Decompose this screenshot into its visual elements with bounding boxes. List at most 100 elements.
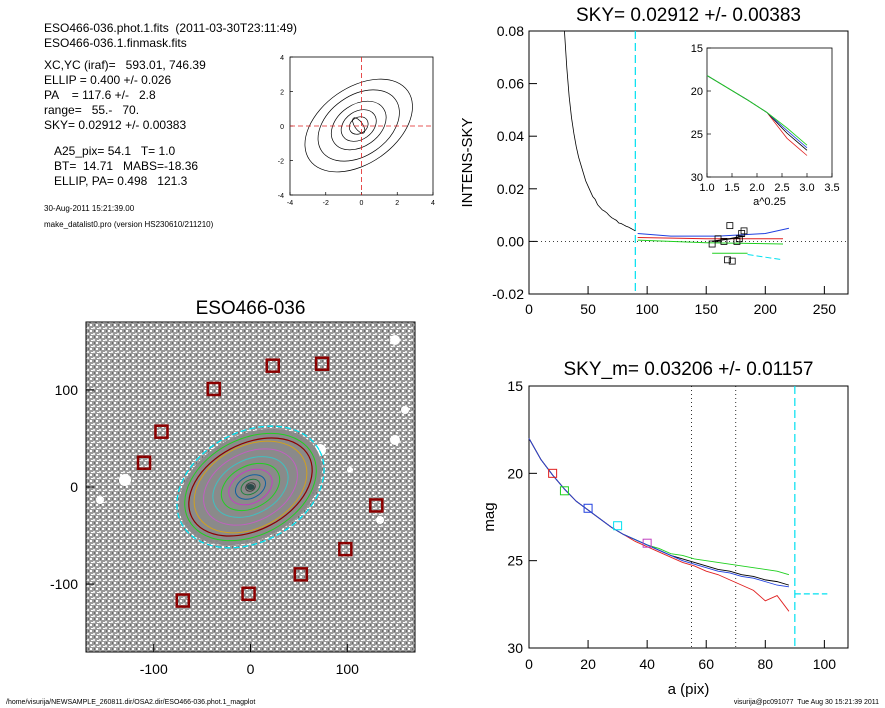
- sky-xtick-label: 150: [695, 301, 719, 317]
- mag-xtick-label: 100: [813, 656, 837, 672]
- contour-line: [304, 78, 413, 173]
- isophote-ellipse: [234, 474, 267, 500]
- inset-xtick-label: 2.0: [749, 182, 764, 194]
- fit-range: range= 55.- 70.: [44, 103, 140, 117]
- sky-ytick-label: 0.08: [497, 23, 524, 39]
- star-blob: [390, 335, 400, 345]
- mask-filename: ESO466-036.1.finmask.fits: [44, 36, 187, 50]
- sky-ylabel: INTENS-SKY: [459, 117, 476, 207]
- sky-marker: [708, 240, 716, 248]
- sky-title: SKY= 0.02912 +/- 0.00383: [576, 5, 801, 26]
- contour-line: [330, 100, 387, 151]
- program-version: make_datalist0.pro (version HS230610/211…: [44, 220, 214, 229]
- contour-ytick-label: 0: [280, 124, 284, 131]
- fits-filename: ESO466-036.phot.1.fits (2011-03-30T23:11…: [44, 21, 298, 35]
- contour-line: [348, 116, 369, 135]
- masked-star: [265, 358, 281, 373]
- contour-line: [317, 89, 400, 162]
- isophote-ellipse: [203, 448, 298, 526]
- contour-ytick-label: -4: [278, 193, 284, 200]
- contour-xtick-label: 4: [431, 200, 435, 207]
- contour-xtick-label: -4: [287, 200, 293, 207]
- image-ytick-label: -100: [50, 576, 78, 592]
- star-blob: [119, 474, 131, 486]
- image-xtick-label: 0: [247, 661, 255, 677]
- contour-line: [352, 117, 366, 134]
- mag-ylabel: mag: [481, 502, 498, 531]
- mag-ytick-label: 25: [507, 553, 523, 569]
- a25-ellipse: [188, 437, 313, 537]
- sky-ytick-label: 0.04: [497, 128, 524, 144]
- mag-marker: [642, 538, 652, 548]
- galaxy-core: [246, 484, 255, 490]
- mag-xtick-label: 0: [525, 656, 533, 672]
- contour-ytick-label: 2: [280, 90, 284, 97]
- masked-star: [154, 424, 169, 439]
- masked-star: [338, 541, 353, 557]
- image-ytick-label: 100: [55, 382, 79, 398]
- sky-green-line: [637, 239, 784, 245]
- inset-ytick-label: 15: [691, 43, 703, 55]
- sky-frame: [528, 30, 849, 295]
- inset-green-line: [706, 75, 808, 146]
- sky-marker: [740, 227, 748, 235]
- mag-series-red: [528, 438, 790, 612]
- image-ytick-label: 0: [70, 479, 78, 495]
- masked-star: [369, 498, 384, 513]
- sky-xtick-label: 50: [580, 301, 596, 317]
- mag-series-blue: [528, 438, 789, 588]
- run-date: 30-Aug-2011 15:21:39.00: [44, 204, 135, 213]
- sky-ytick-label: 0.06: [497, 76, 524, 92]
- sky-marker: [728, 257, 736, 265]
- mag-marker: [559, 486, 569, 496]
- center-coords: XC,YC (iraf)= 593.01, 746.39: [44, 58, 206, 72]
- inset-xtick-label: 1.0: [699, 182, 714, 194]
- sky-ytick-label: 0.00: [497, 233, 524, 249]
- star-blob: [347, 467, 353, 473]
- inset-ytick-label: 20: [691, 86, 703, 98]
- inset-xtick-label: 3.5: [824, 182, 839, 194]
- sky-marker: [724, 256, 731, 264]
- isophote-ellipse: [245, 482, 256, 492]
- sky-ytick-label: 0.02: [497, 181, 524, 197]
- mag-xtick-label: 20: [580, 656, 596, 672]
- image-xtick-label: 100: [336, 661, 360, 677]
- isophote-ellipse: [228, 468, 273, 506]
- mag-marker: [583, 503, 593, 513]
- masked-star: [241, 586, 256, 602]
- mag-series-green: [528, 438, 790, 576]
- contour-line: [340, 109, 377, 142]
- masked-star: [293, 567, 309, 582]
- contour-xtick-label: -2: [323, 200, 329, 207]
- star-blob: [376, 516, 384, 524]
- mag-ytick-label: 20: [507, 465, 523, 481]
- mag-frame: [528, 385, 849, 649]
- mag-xtick-label: 80: [758, 656, 774, 672]
- mag-marker: [613, 521, 623, 531]
- mag-ytick-label: 15: [507, 378, 523, 394]
- star-blob: [390, 435, 400, 445]
- inset-xtick-label: 3.0: [799, 182, 814, 194]
- sky-xtick-label: 200: [754, 301, 778, 317]
- footer-path: /home/visurija/NEWSAMPLE_260811.dir/OSA2…: [6, 699, 256, 706]
- inset-ytick-label: 30: [691, 172, 703, 184]
- footer-user: visurija@pc091077 Tue Aug 30 15:21:39 20…: [733, 699, 879, 706]
- mag-title: SKY_m= 0.03206 +/- 0.01157: [564, 359, 814, 380]
- bt-mabs: BT= 14.71 MABS=-18.36: [54, 159, 199, 173]
- sky-xtick-label: 100: [635, 301, 659, 317]
- isophote-ellipse: [220, 462, 281, 512]
- inset-frame: [706, 47, 833, 178]
- sky-xtick-label: 0: [525, 301, 533, 317]
- isophote-ellipse: [193, 440, 308, 534]
- mag-series-black: [528, 438, 790, 586]
- masked-star: [206, 381, 221, 397]
- mag-xlabel: a (pix): [668, 681, 710, 698]
- isophote-ellipse: [240, 478, 261, 496]
- position-angle: PA = 117.6 +/- 2.8: [44, 88, 156, 102]
- inset-xtick-label: 2.5: [774, 182, 789, 194]
- sky-value: SKY= 0.02912 +/- 0.00383: [44, 118, 187, 132]
- mag-xtick-label: 60: [698, 656, 714, 672]
- inset-ytick-label: 25: [691, 129, 703, 141]
